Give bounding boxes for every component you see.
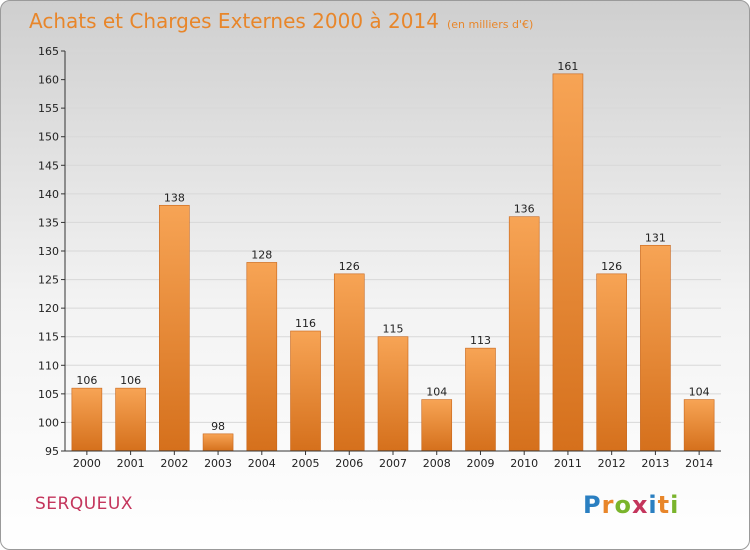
bar: [465, 347, 496, 452]
bar-value-label: 136: [514, 203, 535, 216]
x-tick-label: 2008: [423, 457, 451, 470]
bar-value-label: 116: [295, 317, 316, 330]
proxiti-logo[interactable]: Proxiti: [583, 491, 680, 519]
y-tick-label: 145: [38, 159, 59, 172]
bar-value-label: 98: [211, 420, 225, 433]
bar: [596, 273, 627, 452]
y-tick-label: 120: [38, 302, 59, 315]
x-tick-label: 2013: [641, 457, 669, 470]
x-tick-label: 2014: [685, 457, 713, 470]
bar-value-label: 115: [383, 323, 404, 336]
bar-value-label: 131: [645, 231, 666, 244]
bar-value-label: 104: [689, 386, 710, 399]
bar-value-label: 126: [601, 260, 622, 273]
chart-subtitle: (en milliers d'€): [446, 18, 534, 31]
y-tick-label: 125: [38, 274, 59, 287]
bars: 106 106 138 98 128 116 126 115 104 113 136 161 126 13…: [71, 60, 715, 452]
x-tick-label: 2004: [248, 457, 276, 470]
bar-value-label: 106: [120, 374, 141, 387]
chart-title-row: Achats et Charges Externes 2000 à 2014 (e…: [29, 9, 533, 33]
y-tick-label: 135: [38, 216, 59, 229]
x-tick-label: 2006: [335, 457, 363, 470]
bar: [159, 204, 190, 452]
bar: [421, 399, 453, 452]
bar-value-label: 126: [339, 260, 360, 273]
bar-value-label: 161: [557, 60, 578, 73]
y-tick-label: 140: [38, 188, 59, 201]
x-tick-label: 2012: [598, 457, 626, 470]
chart-title: Achats et Charges Externes 2000 à 2014: [29, 9, 439, 33]
y-tick-label: 160: [38, 74, 59, 87]
bar: [333, 273, 365, 452]
bar-value-label: 106: [76, 374, 97, 387]
x-tick-label: 2009: [466, 457, 494, 470]
bar: [290, 330, 321, 452]
bar: [508, 216, 540, 452]
bar-value-label: 128: [251, 248, 272, 261]
x-tick-label: 2011: [554, 457, 582, 470]
y-tick-label: 95: [45, 445, 59, 458]
location-name: SERQUEUX: [35, 494, 133, 514]
bar: [552, 73, 584, 452]
x-tick-label: 2007: [379, 457, 407, 470]
x-tick-label: 2005: [292, 457, 320, 470]
bar-value-label: 104: [426, 386, 447, 399]
x-tick-label: 2000: [73, 457, 101, 470]
y-tick-label: 165: [38, 45, 59, 58]
y-tick-label: 115: [38, 331, 59, 344]
bar: [202, 433, 234, 452]
y-tick-label: 155: [38, 102, 59, 115]
bar: [71, 387, 103, 452]
bar: [115, 387, 146, 452]
y-tick-label: 100: [38, 416, 59, 429]
bar-value-label: 113: [470, 334, 491, 347]
bar: [640, 244, 671, 452]
bar-value-label: 138: [164, 191, 185, 204]
x-tick-label: 2010: [510, 457, 538, 470]
bar: [246, 262, 278, 452]
y-tick-label: 150: [38, 131, 59, 144]
y-tick-label: 105: [38, 388, 59, 401]
bar: [377, 336, 409, 452]
axes: 95 100 105 110 115 120 125 130 135 140 145 150 155 16…: [38, 45, 721, 470]
bar: [683, 399, 715, 452]
x-tick-label: 2002: [160, 457, 188, 470]
x-tick-label: 2003: [204, 457, 232, 470]
y-tick-label: 130: [38, 245, 59, 258]
y-tick-label: 110: [38, 359, 59, 372]
x-tick-label: 2001: [117, 457, 145, 470]
